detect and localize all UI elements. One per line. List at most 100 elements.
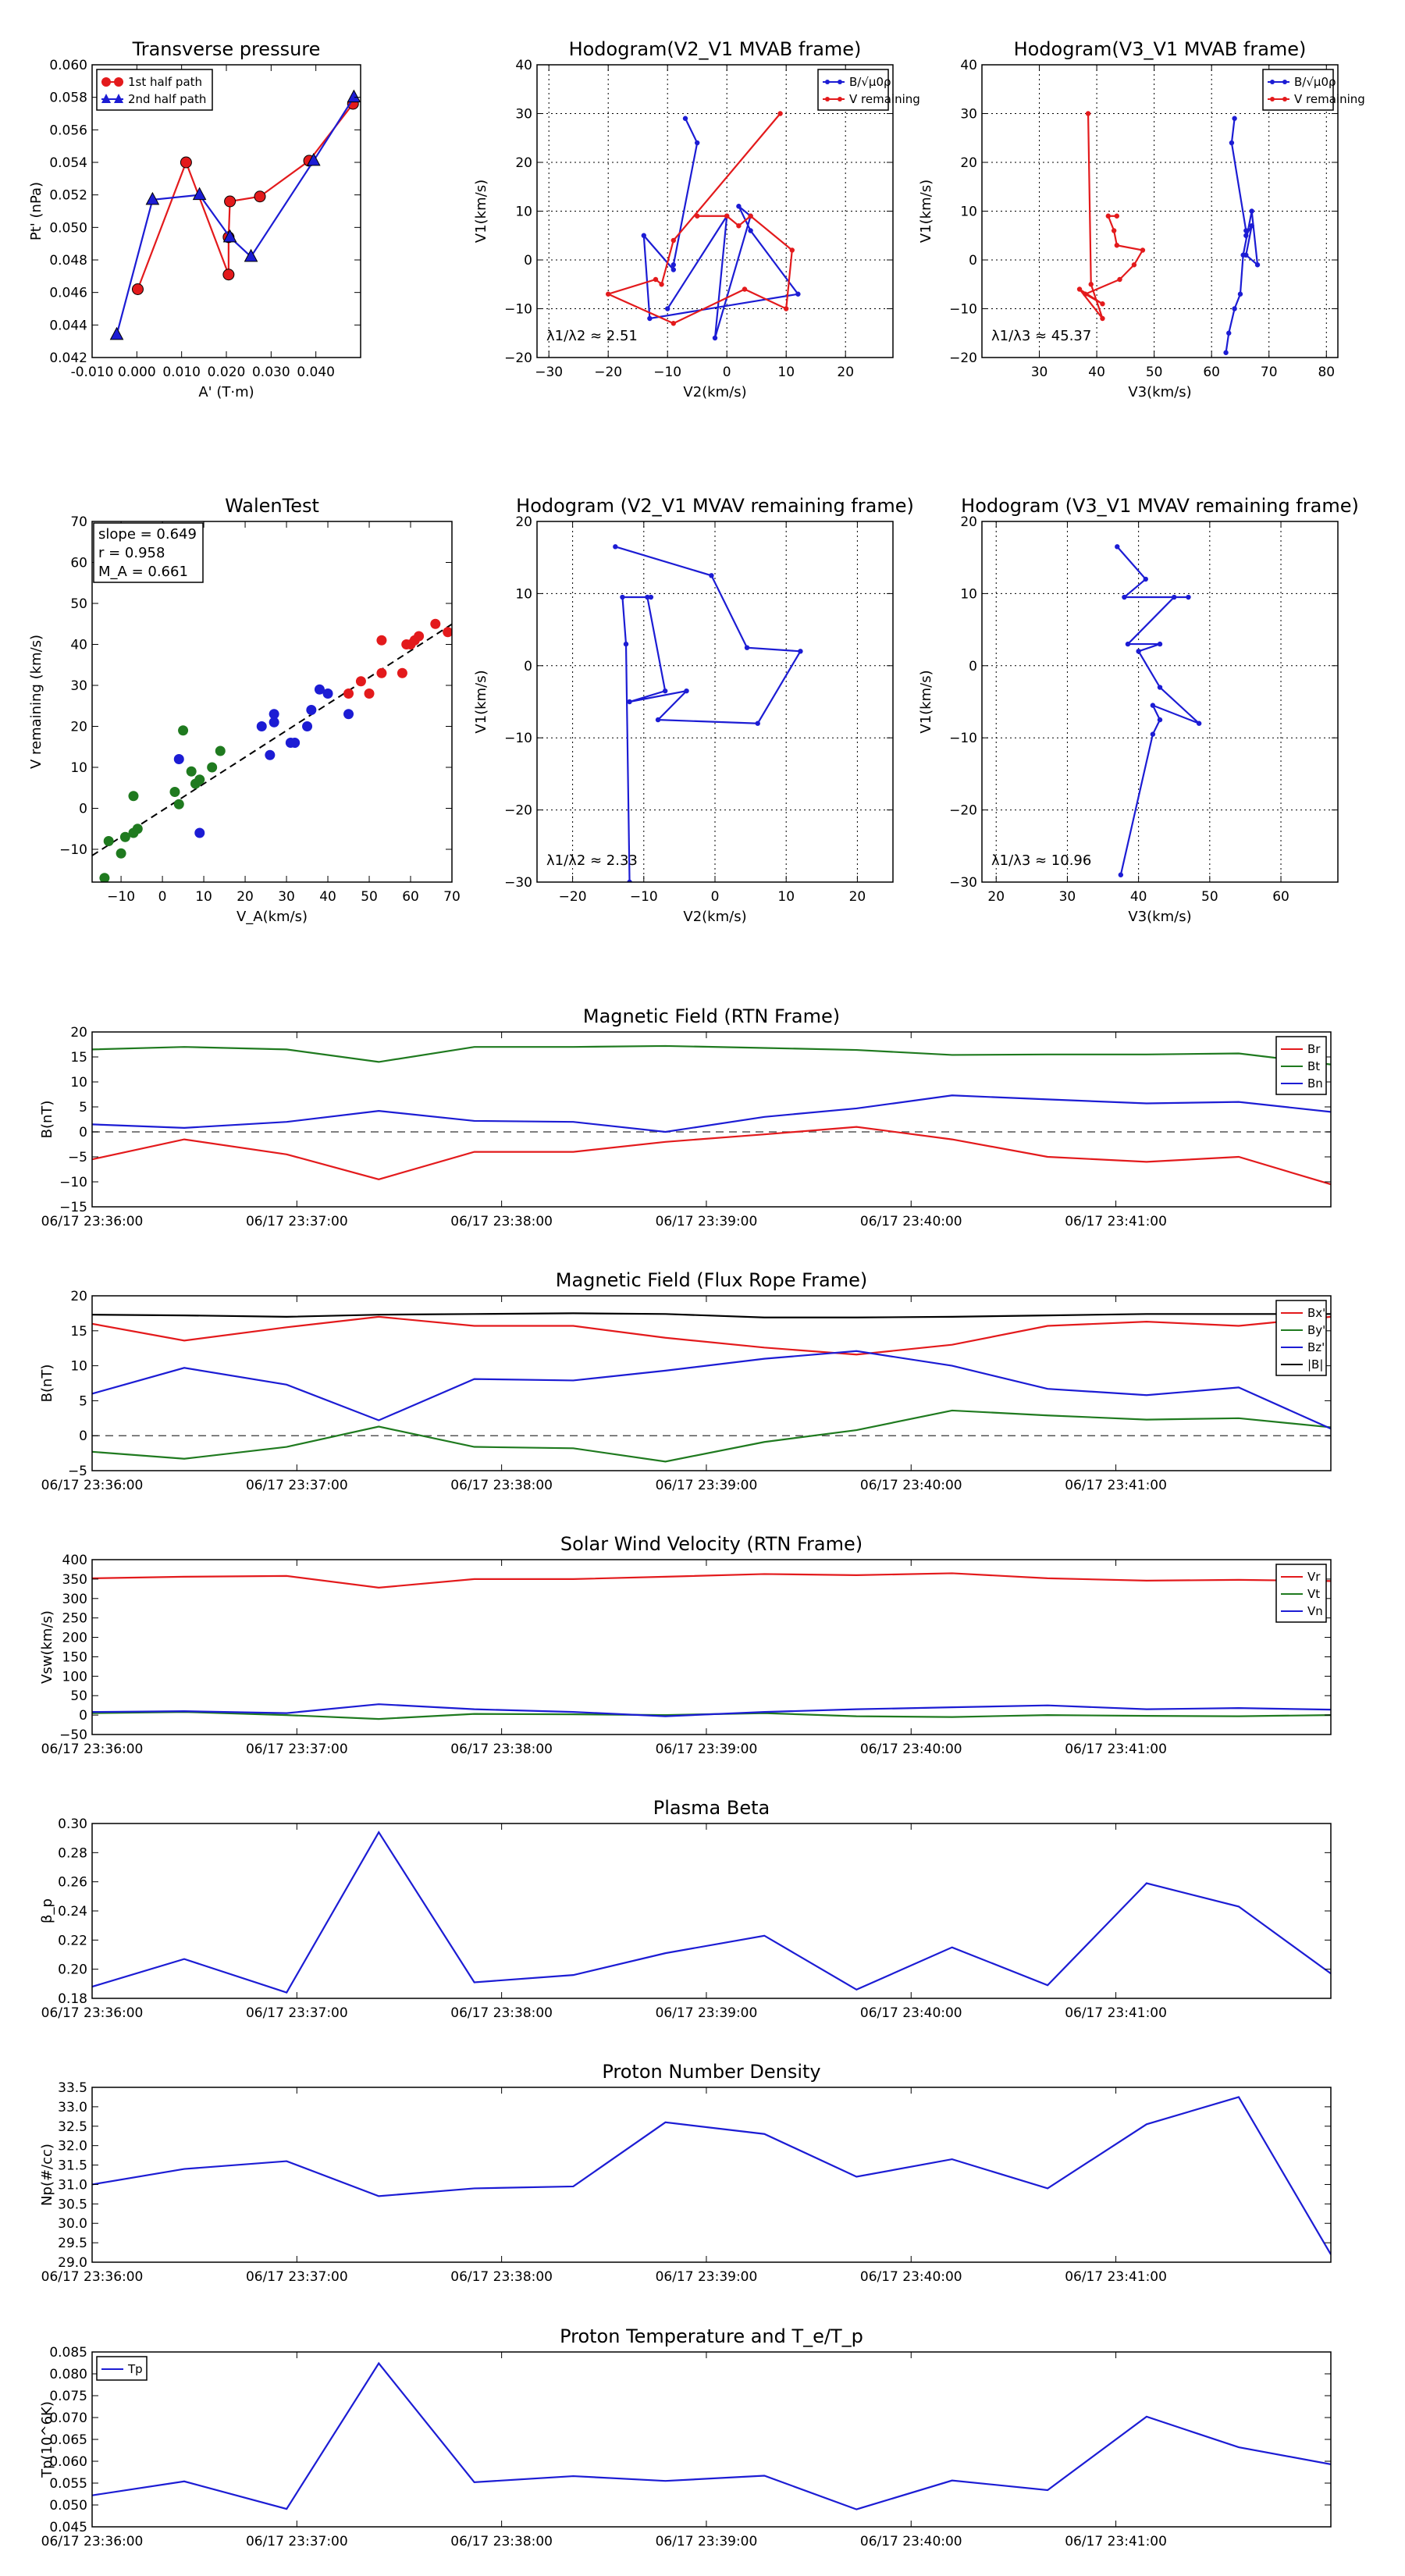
- axes-frame: [91, 1823, 1332, 1999]
- data-point: [684, 688, 689, 694]
- series-line-0: [92, 2361, 1331, 2510]
- data-point: [1232, 306, 1237, 311]
- x-tick-label: 06/17 23:38:00: [450, 1214, 553, 1229]
- chart-title: Hodogram(V2_V1 MVAB frame): [569, 38, 862, 60]
- data-point: [695, 140, 700, 146]
- axes-frame: [536, 521, 894, 883]
- data-point: [742, 286, 748, 292]
- axes-frame: [91, 2087, 1332, 2263]
- data-point: [194, 827, 205, 838]
- y-tick-label: 0.22: [58, 1933, 87, 1948]
- y-tick-label: 60: [70, 556, 87, 571]
- data-point: [397, 667, 407, 678]
- y-tick-label: 0.054: [49, 155, 87, 171]
- data-point: [314, 684, 325, 695]
- data-point: [145, 191, 160, 205]
- x-tick-label: 06/17 23:39:00: [656, 2269, 758, 2285]
- series-line-0: [92, 1831, 1331, 1994]
- x-tick-label: 20: [837, 365, 854, 380]
- x-tick-label: 10: [777, 365, 795, 380]
- y-axis-label: V remaining (km/s): [28, 635, 44, 769]
- series-line-0: [92, 1315, 1331, 1356]
- y-tick-label: 20: [70, 720, 87, 735]
- data-point: [1136, 649, 1141, 654]
- x-tick-label: −20: [594, 365, 622, 380]
- data-point: [748, 213, 753, 219]
- data-point: [1240, 252, 1246, 258]
- series-line-2: [92, 1350, 1331, 1430]
- y-tick-label: 40: [515, 58, 532, 73]
- y-axis-label: B(nT): [39, 1364, 55, 1403]
- data-point: [795, 291, 801, 297]
- y-axis-label: Pt' (nPa): [28, 182, 44, 240]
- x-axis-label: V3(km/s): [1128, 909, 1191, 925]
- data-point: [1232, 116, 1237, 121]
- data-point: [789, 247, 795, 253]
- plot-area: [92, 2096, 1331, 2255]
- data-point: [1249, 208, 1254, 214]
- data-point: [192, 187, 207, 201]
- data-point: [364, 688, 375, 699]
- y-tick-label: 0.060: [49, 2454, 87, 2470]
- y-tick-label: 10: [70, 1075, 87, 1091]
- y-tick-label: 29.5: [58, 2236, 87, 2251]
- data-point: [659, 282, 664, 287]
- chart-np: 06/17 23:36:00 06/17 23:37:00 06/17 23:38:…: [39, 2061, 1332, 2285]
- x-tick-label: −10: [653, 365, 681, 380]
- data-point: [128, 791, 139, 802]
- y-tick-label: 10: [70, 760, 87, 776]
- x-tick-label: 06/17 23:37:00: [246, 2534, 348, 2549]
- legend-marker: [825, 97, 830, 101]
- data-point: [1140, 247, 1146, 253]
- data-point: [613, 544, 618, 550]
- data-point: [682, 116, 688, 121]
- axes-frame: [91, 521, 453, 883]
- plot-area: [92, 1312, 1331, 1463]
- legend-label: By': [1307, 1323, 1325, 1337]
- y-tick-label: 300: [62, 1592, 87, 1607]
- eigen-ratio-label: λ1/λ2 ≈ 2.33: [546, 852, 638, 869]
- data-point: [648, 594, 654, 600]
- data-point: [103, 836, 114, 846]
- data-point: [744, 645, 750, 650]
- data-point: [606, 291, 611, 297]
- y-tick-label: 0.044: [49, 318, 87, 333]
- x-tick-label: 06/17 23:39:00: [656, 1214, 758, 1229]
- y-tick-label: 0.070: [49, 2411, 87, 2426]
- y-tick-label: −20: [949, 803, 977, 819]
- x-tick-label: 30: [1059, 889, 1076, 905]
- series-line-2: [92, 1094, 1331, 1133]
- data-point: [1076, 286, 1083, 292]
- y-tick-label: 70: [70, 514, 87, 530]
- x-tick-label: 60: [1272, 889, 1289, 905]
- data-point: [443, 627, 452, 638]
- data-point: [207, 762, 218, 773]
- y-tick-label: 0.056: [49, 123, 87, 138]
- data-point: [186, 766, 197, 777]
- x-tick-label: 10: [195, 889, 212, 905]
- x-tick-label: 20: [237, 889, 254, 905]
- x-tick-label: 40: [1130, 889, 1147, 905]
- data-point: [430, 618, 441, 629]
- axes-frame: [91, 1031, 1332, 1208]
- eigen-ratio-label: λ1/λ2 ≈ 2.51: [546, 328, 638, 344]
- legend-marker: [838, 97, 842, 101]
- plot-area: [92, 618, 452, 882]
- data-point: [343, 709, 354, 720]
- y-tick-label: 0.085: [49, 2345, 87, 2361]
- data-point: [645, 594, 650, 600]
- data-point: [1157, 717, 1163, 723]
- data-point: [1122, 594, 1127, 600]
- x-tick-label: 0: [723, 365, 731, 380]
- chart-title: WalenTest: [225, 495, 319, 517]
- data-point: [355, 676, 366, 687]
- y-tick-label: 0.060: [49, 58, 87, 73]
- x-tick-label: 06/17 23:36:00: [41, 2005, 144, 2021]
- x-tick-label: 50: [1201, 889, 1218, 905]
- data-point: [269, 709, 279, 720]
- y-tick-label: 100: [62, 1669, 87, 1685]
- x-tick-label: 30: [278, 889, 295, 905]
- data-point: [695, 213, 700, 219]
- legend-label: V remaining: [1294, 92, 1365, 106]
